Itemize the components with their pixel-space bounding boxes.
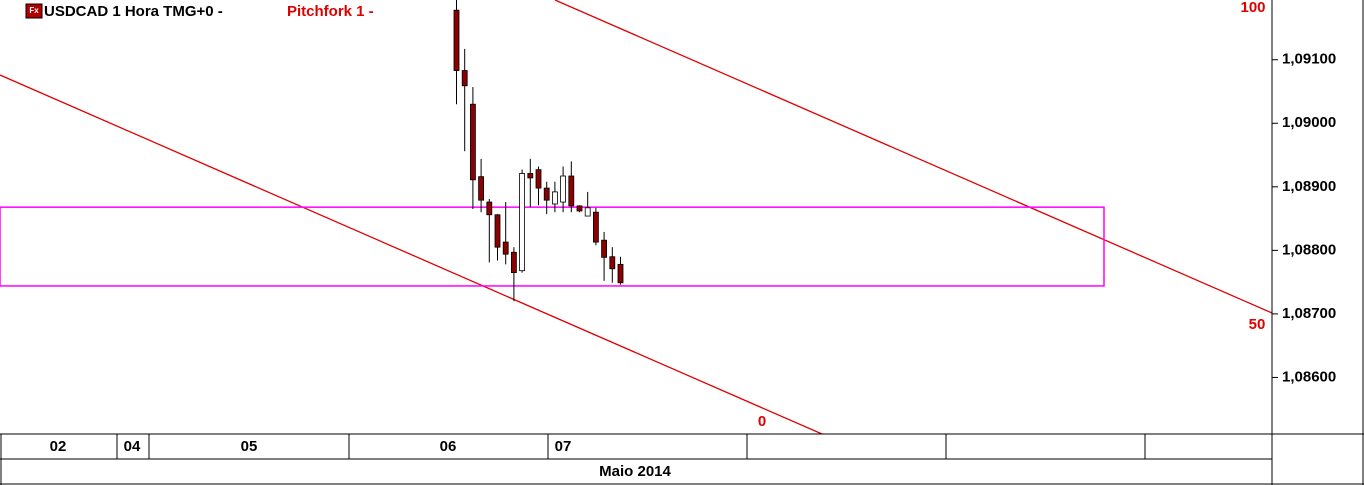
y-tick-label: 1,08800	[1282, 241, 1336, 258]
y-tick-label: 1,09100	[1282, 51, 1336, 68]
candle-body	[527, 173, 534, 179]
x-tick-label: 02	[50, 438, 67, 455]
y-tick-label: 1,09000	[1282, 114, 1336, 131]
icon	[25, 3, 43, 19]
x-tick-label: 05	[241, 438, 258, 455]
candle-body	[461, 70, 468, 87]
candle-body	[609, 256, 616, 270]
x-tick-label: 07	[555, 438, 572, 455]
indicator-label: Pitchfork 1 -	[287, 3, 374, 20]
candle-body	[510, 251, 517, 274]
month-label: Maio 2014	[599, 463, 671, 480]
candle-body	[486, 201, 493, 216]
pitchfork-level: 50	[1249, 316, 1266, 333]
candle-body	[535, 169, 542, 189]
candle-body	[552, 191, 558, 205]
candle-body	[469, 103, 476, 181]
pitchfork-level: 100	[1240, 0, 1265, 16]
candle-body	[593, 211, 599, 243]
icon-text: Fx	[29, 6, 39, 15]
plot-area	[0, 0, 1272, 434]
y-tick-label: 1,08900	[1282, 178, 1336, 195]
pitchfork-level: 0	[758, 413, 766, 430]
chart-title: USDCAD 1 Hora TMG+0 -	[44, 3, 223, 20]
candle-body	[502, 241, 509, 255]
candle-body	[494, 214, 501, 248]
candle-body	[560, 175, 566, 203]
pitchfork-line	[0, 74, 823, 434]
candle-body	[519, 173, 525, 272]
rectangle	[0, 206, 1105, 287]
candle-body	[478, 176, 485, 201]
candle-body	[453, 9, 460, 71]
candle-body	[576, 205, 583, 212]
y-tick-label: 1,08700	[1282, 305, 1336, 322]
pitchfork-line	[554, 0, 1272, 314]
candle-body	[568, 175, 575, 207]
x-tick-label: 04	[124, 438, 141, 455]
x-tick-label: 06	[440, 438, 457, 455]
y-tick-label: 1,08600	[1282, 368, 1336, 385]
candle-body	[543, 187, 550, 201]
candle-body	[584, 207, 591, 217]
candle-body	[601, 239, 607, 258]
candle-body	[617, 263, 624, 284]
